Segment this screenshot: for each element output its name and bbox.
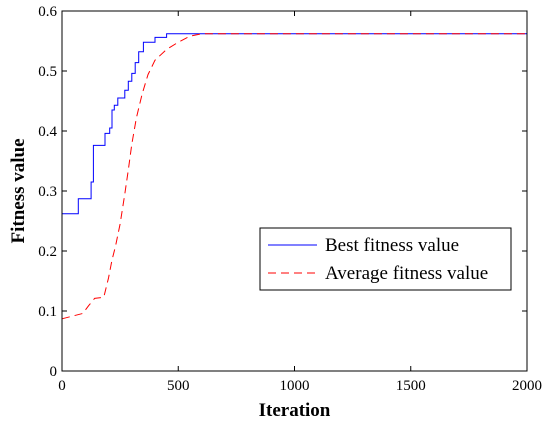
- plot-background: [62, 11, 527, 371]
- y-tick-label: 0.6: [38, 4, 57, 20]
- x-tick-label: 0: [58, 378, 66, 394]
- x-tick-label: 1000: [280, 378, 310, 394]
- legend-average-label: Average fitness value: [325, 263, 488, 284]
- y-tick-label: 0.5: [38, 64, 57, 80]
- legend-best-label: Best fitness value: [325, 235, 459, 256]
- y-tick-label: 0: [50, 364, 58, 380]
- y-axis-label: Fitness value: [8, 138, 29, 243]
- y-tick-label: 0.3: [38, 184, 57, 200]
- y-tick-label: 0.1: [38, 304, 57, 320]
- tick-layer: 0 500 1000 1500 2000 0 0.1 0.2 0.3 0.4 0.5 0.6: [38, 4, 542, 394]
- y-tick-label: 0.2: [38, 244, 57, 260]
- x-tick-label: 500: [167, 378, 190, 394]
- x-tick-label: 1500: [396, 378, 426, 394]
- best-fitness-line: [62, 33, 527, 215]
- series-layer: [61, 33, 527, 320]
- x-axis-label: Iteration: [259, 400, 331, 421]
- legend: Best fitness value Average fitness value: [259, 227, 512, 291]
- x-tick-label: 2000: [512, 378, 542, 394]
- average-fitness-line: [61, 33, 527, 320]
- legend-box: [259, 227, 512, 291]
- y-tick-label: 0.4: [38, 124, 57, 140]
